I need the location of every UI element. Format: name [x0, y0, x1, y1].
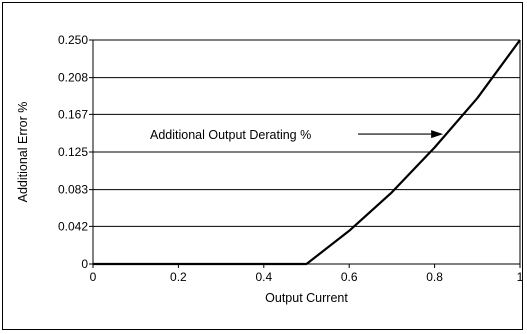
y-tick-label-3: 0.125 — [58, 145, 88, 159]
y-tick-label-5: 0.208 — [58, 71, 88, 85]
x-tick-label-4: 0.8 — [426, 270, 443, 284]
x-tick-label-2: 0.4 — [255, 270, 272, 284]
x-tick-label-5: 1 — [517, 270, 524, 284]
annotation-arrow-head — [431, 130, 444, 139]
y-tick-labels: 0 0.042 0.083 0.125 0.167 0.208 0.250 — [58, 33, 93, 271]
y-tick-label-2: 0.083 — [58, 183, 88, 197]
series-line-0 — [93, 39, 521, 266]
annotation-group: Additional Output Derating % — [150, 128, 444, 142]
chart-frame: 0 0.042 0.083 0.125 0.167 0.208 0.250 0 0.2 0.4 0… — [2, 2, 524, 330]
grid-lines — [93, 39, 520, 227]
x-tick-label-1: 0.2 — [170, 270, 187, 284]
y-tick-label-4: 0.167 — [58, 107, 88, 121]
x-tick-labels: 0 0.2 0.4 0.6 0.8 1 — [90, 264, 524, 284]
series-group — [93, 39, 521, 266]
x-tick-label-3: 0.6 — [341, 270, 358, 284]
x-tick-label-0: 0 — [90, 270, 97, 284]
y-tick-label-0: 0 — [81, 257, 88, 271]
annotation-label: Additional Output Derating % — [150, 128, 311, 142]
y-tick-label-6: 0.250 — [58, 33, 88, 47]
y-axis-label: Additional Error % — [16, 102, 30, 203]
x-axis-label: Output Current — [265, 291, 348, 305]
y-tick-label-1: 0.042 — [58, 219, 88, 233]
